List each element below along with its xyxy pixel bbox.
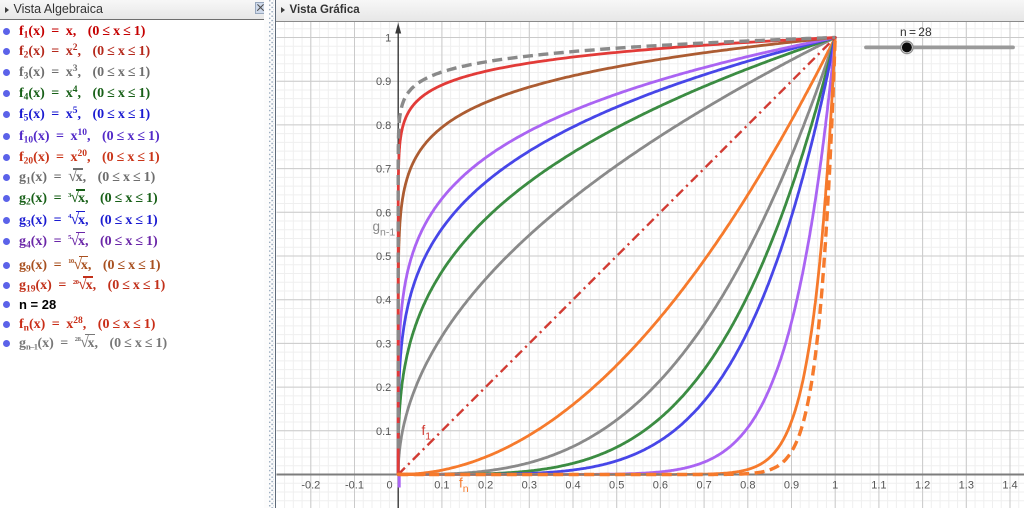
svg-text:0.8: 0.8 (376, 120, 391, 132)
svg-text:1.4: 1.4 (1002, 480, 1017, 492)
svg-text:0.7: 0.7 (376, 164, 391, 176)
svg-text:0.5: 0.5 (609, 480, 624, 492)
svg-text:-0.2: -0.2 (301, 480, 320, 492)
svg-text:1: 1 (385, 33, 391, 45)
svg-text:0.3: 0.3 (376, 338, 391, 350)
svg-text:0.8: 0.8 (740, 480, 755, 492)
svg-text:0.4: 0.4 (376, 295, 391, 307)
svg-text:n = 28: n = 28 (900, 25, 932, 39)
svg-text:0.4: 0.4 (565, 480, 580, 492)
svg-text:0.6: 0.6 (376, 207, 391, 219)
svg-text:1.2: 1.2 (915, 480, 930, 492)
svg-text:f1: f1 (422, 423, 432, 443)
svg-text:1.3: 1.3 (959, 480, 974, 492)
svg-text:0.1: 0.1 (434, 480, 449, 492)
svg-text:0: 0 (386, 480, 392, 492)
svg-text:0.3: 0.3 (522, 480, 537, 492)
svg-text:-0.1: -0.1 (345, 480, 364, 492)
svg-text:1.1: 1.1 (871, 480, 886, 492)
svg-text:0.9: 0.9 (376, 76, 391, 88)
svg-text:0.1: 0.1 (376, 426, 391, 438)
svg-text:fn: fn (459, 476, 469, 496)
svg-text:1: 1 (832, 480, 838, 492)
svg-text:0.6: 0.6 (653, 480, 668, 492)
svg-text:0.7: 0.7 (696, 480, 711, 492)
svg-text:0.9: 0.9 (784, 480, 799, 492)
svg-text:0.5: 0.5 (376, 251, 391, 263)
svg-text:0.2: 0.2 (376, 382, 391, 394)
svg-text:0.2: 0.2 (478, 480, 493, 492)
